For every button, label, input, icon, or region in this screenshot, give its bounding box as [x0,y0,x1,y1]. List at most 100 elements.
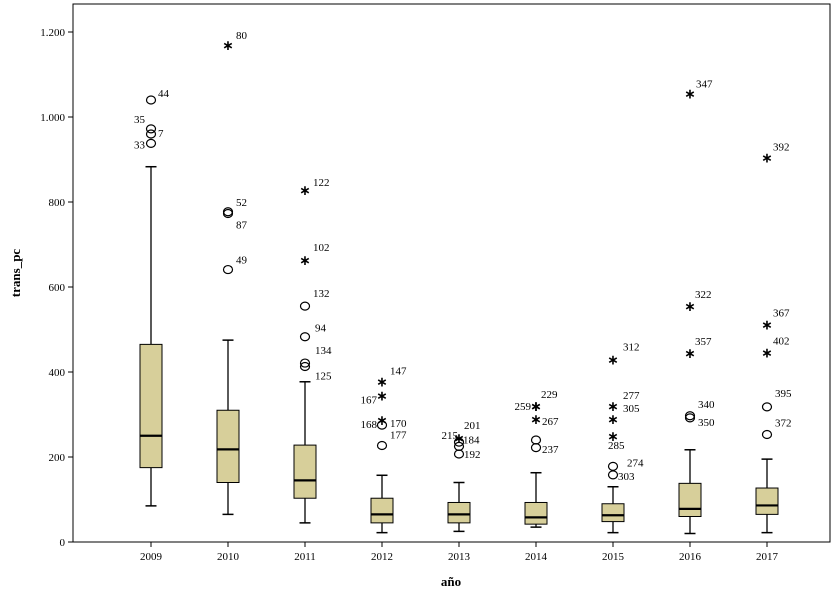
outlier-label: 395 [775,388,792,400]
y-tick-label: 1.000 [40,112,65,124]
outlier-marker [607,470,619,480]
box-iqr [139,343,163,469]
outlier-label: 7 [158,128,164,140]
outlier-label: 372 [775,417,792,429]
outlier-extreme-marker: ∗ [299,183,311,199]
x-tick-label: 2009 [140,551,163,563]
outlier-label: 347 [696,79,713,91]
outlier-label: 277 [623,390,640,402]
outlier-extreme-marker: ∗ [761,345,773,361]
x-tick-label: 2016 [679,551,702,563]
outlier-extreme-marker: ∗ [761,150,773,166]
outlier-label: 102 [313,242,330,254]
outlier-label: 215 [442,430,459,442]
outlier-marker [761,402,773,412]
outlier-label: 52 [236,197,247,209]
outlier-label: 132 [313,288,330,300]
y-axis-title: trans_pc [8,249,23,298]
outlier-label: 305 [623,403,640,415]
outlier-label: 274 [627,457,644,469]
y-tick-label: 0 [60,537,66,549]
box-iqr [370,497,394,524]
outlier-marker [299,301,311,311]
box-2010: ∗80 52 87 49 [216,30,248,516]
outlier-extreme-marker: ∗ [530,412,542,428]
x-tick-label: 2011 [294,551,316,563]
box-iqr [447,501,471,524]
outlier-label: 44 [158,88,170,100]
box-iqr [216,409,240,483]
outlier-marker [145,95,157,105]
outlier-extreme-marker: ∗ [299,253,311,269]
outlier-marker [684,413,696,423]
outlier-label: 168 [361,419,378,431]
outlier-label: 147 [390,365,407,377]
x-tick-label: 2013 [448,551,471,563]
outlier-extreme-marker: ∗ [530,399,542,415]
outlier-extreme-marker: ∗ [530,399,542,415]
y-axis: 0 200 400 600 800 1.000 1.200 [40,27,73,549]
outlier-marker [376,440,388,451]
outlier-extreme-marker: ∗ [376,374,388,390]
outlier-label: 303 [618,471,635,483]
outlier-label: 201 [464,420,481,432]
outlier-marker [222,208,234,219]
x-tick-label: 2012 [371,551,393,563]
outlier-label: 170 [390,418,407,430]
outlier-label: 402 [773,335,790,347]
outlier-label: 33 [134,139,146,151]
outlier-label: 192 [464,449,481,461]
outlier-extreme-marker: ∗ [684,299,696,315]
outlier-marker [299,332,311,342]
outlier-label: 392 [773,141,790,153]
outlier-label: 80 [236,30,248,42]
outlier-marker [453,449,465,459]
x-tick-label: 2015 [602,551,625,563]
box-iqr [678,482,702,518]
outlier-marker [145,124,157,134]
outlier-label: 49 [236,255,248,267]
outlier-extreme-marker: ∗ [607,352,619,368]
box-iqr [755,487,779,515]
outlier-extreme-marker: ∗ [376,388,388,404]
outlier-marker [145,129,157,139]
outlier-marker [222,264,234,275]
outlier-label: 312 [623,341,640,353]
outlier-label: 285 [608,440,625,452]
outlier-extreme-marker: ∗ [607,399,619,415]
box-2013: ∗201 215 184 192 [442,420,481,533]
outlier-label: 229 [541,389,558,401]
outlier-label: 350 [698,417,715,429]
outlier-marker [299,361,311,372]
outlier-label: 35 [134,114,146,126]
box-2009: 44 35 7 33 [134,88,170,507]
outlier-label: 340 [698,399,715,411]
x-tick-label: 2017 [756,551,779,563]
outlier-extreme-marker: ∗ [453,431,465,447]
outlier-label: 134 [315,345,332,357]
outlier-label: 322 [695,289,712,301]
outlier-extreme-marker: ∗ [607,412,619,428]
outlier-label: 267 [542,416,559,428]
y-tick-label: 800 [49,197,66,209]
outlier-extreme-marker: ∗ [684,87,696,103]
outlier-marker [145,138,157,148]
outlier-marker [761,429,773,440]
y-tick-label: 400 [49,367,66,379]
y-tick-label: 600 [49,282,66,294]
outlier-extreme-marker: ∗ [684,346,696,362]
outlier-label: 184 [463,434,480,446]
y-tick-label: 200 [49,452,66,464]
box-iqr [524,501,548,525]
outlier-marker [299,358,311,368]
outlier-label: 259 [515,401,532,413]
outlier-marker [453,437,465,447]
outlier-extreme-marker: ∗ [607,429,619,445]
outlier-extreme-marker: ∗ [222,38,234,54]
